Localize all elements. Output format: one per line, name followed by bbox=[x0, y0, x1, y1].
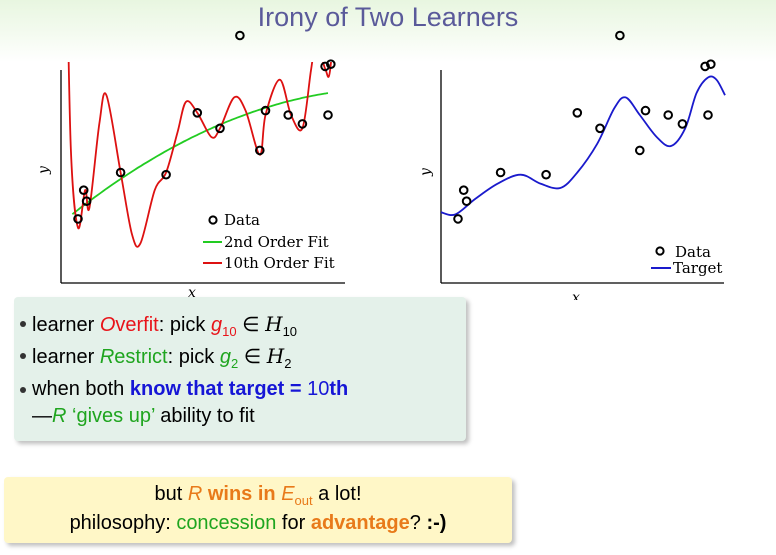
conclusion-text: but bbox=[154, 483, 188, 505]
legend-2nd-label: 2nd Order Fit bbox=[224, 233, 329, 251]
element-of: ∈ bbox=[238, 346, 267, 368]
g-subscript: 10 bbox=[222, 324, 237, 339]
right-xlabel: x bbox=[572, 290, 580, 300]
left-data-point-12 bbox=[320, 61, 330, 72]
advantage-text: advantage bbox=[310, 512, 410, 534]
right-data-point-0 bbox=[453, 214, 463, 224]
right-data-point-12 bbox=[700, 61, 710, 72]
h-subscript: 10 bbox=[282, 324, 298, 339]
left-data-point-4 bbox=[161, 169, 171, 180]
g-subscript: 2 bbox=[230, 356, 239, 371]
left-xlabel: x bbox=[188, 285, 196, 300]
slide-title: Irony of Two Learners bbox=[257, 2, 519, 32]
e-symbol: E bbox=[281, 483, 295, 505]
dash: — bbox=[32, 405, 52, 427]
left-data-point-13 bbox=[323, 110, 333, 120]
bullet-box: learner Overfit: pick g10 ∈ H10 learner … bbox=[14, 297, 466, 441]
right-data-points bbox=[453, 30, 716, 224]
overfit-word: verfit bbox=[115, 314, 159, 336]
right-data-point-4 bbox=[541, 169, 551, 180]
conclusion-text: for bbox=[276, 512, 311, 534]
e-subscript: out bbox=[294, 493, 313, 508]
wins-text: wins in bbox=[202, 483, 282, 505]
right-ylabel: y bbox=[418, 167, 434, 177]
plots-canvas: y x Data 2nd Order Fit 10th Order Fit y … bbox=[36, 30, 726, 300]
conclusion-text: a lot! bbox=[312, 483, 362, 505]
overfit-initial: O bbox=[99, 314, 116, 336]
bullet-text: learner bbox=[32, 314, 100, 336]
bullet-text: : pick bbox=[167, 346, 220, 368]
bullet-dot bbox=[20, 321, 26, 327]
conclusion-text: ? bbox=[409, 512, 427, 534]
bullet-restrict: learner Restrict: pick g2 ∈ H2 bbox=[20, 344, 292, 371]
right-data-point-2 bbox=[461, 196, 472, 206]
legend-data-label-right: Data bbox=[675, 243, 711, 261]
right-data-point-10 bbox=[663, 110, 674, 120]
right-data-point-6 bbox=[595, 123, 605, 134]
gives-up-quote: ‘gives up’ bbox=[66, 405, 155, 427]
conclusion-line-2: philosophy: concession for advantage? :-… bbox=[4, 512, 512, 535]
g-symbol: g bbox=[219, 346, 231, 368]
right-data-point-13 bbox=[703, 110, 713, 120]
bullet-dot bbox=[20, 387, 26, 393]
left-data-point-1 bbox=[78, 185, 89, 195]
bullet-text: ability to fit bbox=[154, 405, 255, 427]
left-data-point-6 bbox=[215, 123, 225, 134]
right-data-point-14 bbox=[706, 59, 716, 69]
right-data-point-3 bbox=[495, 167, 506, 178]
left-data-point-7 bbox=[235, 30, 245, 41]
left-data-point-5 bbox=[192, 108, 203, 118]
concession-text: concession bbox=[176, 512, 277, 534]
bullet-gives-up: —R ‘gives up’ ability to fit bbox=[32, 405, 255, 428]
left-data-point-11 bbox=[297, 119, 308, 129]
title-bar bbox=[0, 0, 776, 62]
know-target-text: know that target = bbox=[129, 378, 308, 400]
left-ylabel: y bbox=[36, 165, 52, 175]
bullet-text: when both bbox=[32, 378, 130, 400]
legend-data-marker-right bbox=[655, 246, 665, 256]
right-data-point-11 bbox=[677, 119, 688, 129]
bullet-dot bbox=[20, 353, 26, 359]
left-data-point-0 bbox=[73, 214, 83, 224]
left-data-point-3 bbox=[115, 167, 126, 178]
left-data-point-10 bbox=[283, 110, 294, 120]
g-symbol: g bbox=[210, 314, 223, 336]
right-data-point-5 bbox=[572, 108, 583, 118]
second-order-fit-line bbox=[71, 92, 329, 215]
target-curve bbox=[441, 75, 726, 217]
r-symbol: R bbox=[52, 405, 67, 427]
target-order-number: 10 bbox=[307, 378, 330, 400]
element-of: ∈ bbox=[236, 314, 266, 336]
right-data-point-7 bbox=[615, 30, 625, 41]
bullet-text: : pick bbox=[158, 314, 211, 336]
restrict-initial: R bbox=[99, 346, 115, 368]
legend-10th-label: 10th Order Fit bbox=[224, 254, 335, 272]
right-data-point-8 bbox=[635, 145, 645, 156]
h-symbol: H bbox=[265, 312, 283, 336]
conclusion-text: philosophy: bbox=[69, 512, 177, 534]
target-order-suffix: th bbox=[329, 378, 349, 400]
left-data-points bbox=[73, 30, 336, 224]
h-symbol: H bbox=[266, 344, 285, 368]
smiley-text: :-) bbox=[426, 512, 447, 534]
right-data-point-9 bbox=[640, 105, 651, 116]
restrict-word: estrict bbox=[114, 346, 168, 368]
right-data-point-1 bbox=[458, 185, 469, 195]
legend-data-marker bbox=[208, 215, 218, 225]
legend-data-label: Data bbox=[224, 211, 260, 229]
h-subscript: 2 bbox=[284, 356, 292, 371]
conclusion-line-1: but R wins in Eout a lot! bbox=[4, 483, 512, 508]
bullet-overfit: learner Overfit: pick g10 ∈ H10 bbox=[20, 312, 298, 339]
tenth-order-fit-line bbox=[67, 62, 332, 248]
legend-target-label: Target bbox=[673, 259, 722, 277]
r-symbol: R bbox=[187, 483, 203, 505]
left-data-point-8 bbox=[254, 145, 265, 156]
left-data-point-9 bbox=[260, 105, 271, 116]
left-data-point-14 bbox=[326, 59, 336, 69]
bullet-text: learner bbox=[32, 346, 100, 368]
left-data-point-2 bbox=[81, 196, 92, 206]
conclusion-box: but R wins in Eout a lot! philosophy: co… bbox=[4, 477, 512, 543]
bullet-know-target: when both know that target = 10th bbox=[20, 378, 349, 401]
